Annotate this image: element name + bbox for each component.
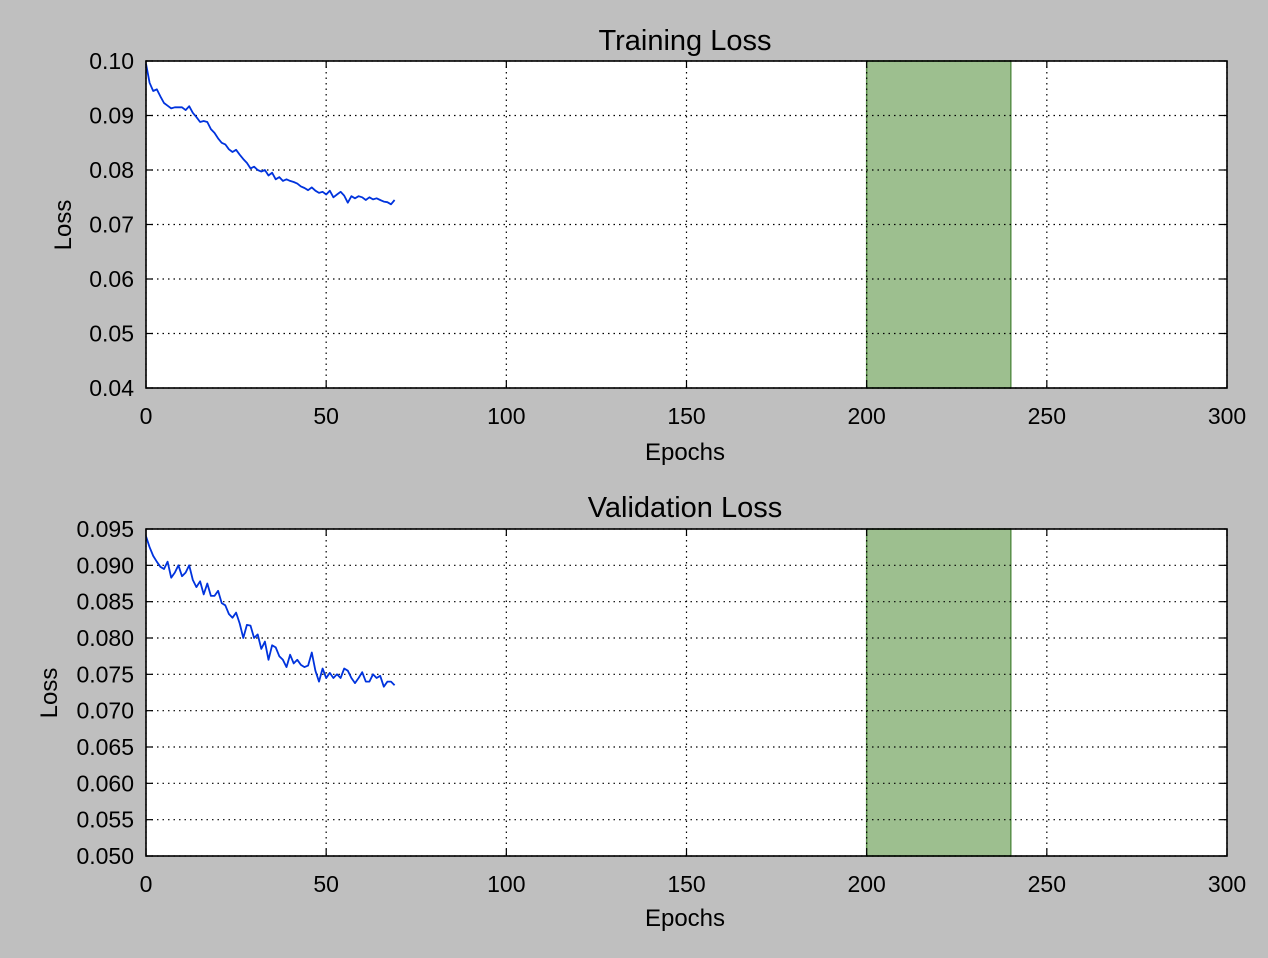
y-axis-label: Loss (50, 200, 77, 251)
y-tick-label: 0.06 (89, 266, 134, 292)
y-tick-label: 0.095 (76, 516, 134, 542)
x-tick-label: 250 (1028, 403, 1066, 429)
y-tick-label: 0.075 (76, 661, 134, 687)
x-tick-label: 100 (487, 871, 525, 897)
validation-loss-chart: Validation Loss Epochs Loss 0 50 100 150 200… (36, 492, 1246, 932)
x-tick-label: 0 (140, 403, 153, 429)
y-tick-label: 0.04 (89, 375, 134, 401)
y-tick-label: 0.08 (89, 157, 134, 183)
chart-title: Validation Loss (588, 492, 783, 524)
y-tick-label: 0.085 (76, 589, 134, 615)
y-tick-label: 0.090 (76, 552, 134, 578)
y-tick-label: 0.055 (76, 807, 134, 833)
y-tick-label: 0.07 (89, 212, 134, 238)
x-tick-label: 0 (140, 871, 153, 897)
shaded-region (865, 528, 1012, 857)
y-tick-label: 0.080 (76, 625, 134, 651)
x-axis-label: Epochs (645, 439, 725, 466)
plot-area (146, 529, 1227, 856)
x-tick-label: 300 (1208, 403, 1246, 429)
chart-title: Training Loss (598, 25, 771, 57)
y-tick-label: 0.10 (89, 48, 134, 74)
y-tick-label: 0.060 (76, 770, 134, 796)
loss-series-line (145, 536, 396, 688)
x-axis-label: Epochs (645, 905, 725, 932)
x-tick-label: 50 (313, 403, 339, 429)
x-tick-label: 300 (1208, 871, 1246, 897)
y-axis-label: Loss (36, 668, 63, 719)
x-tick-label: 150 (667, 871, 705, 897)
x-tick-label: 200 (847, 403, 885, 429)
y-tick-label: 0.050 (76, 843, 134, 869)
training-loss-chart: Training Loss Epochs Loss 0 50 100 150 200 25… (50, 25, 1246, 466)
x-tick-label: 150 (667, 403, 705, 429)
x-tick-label: 200 (847, 871, 885, 897)
y-tick-label: 0.070 (76, 698, 134, 724)
x-tick-label: 100 (487, 403, 525, 429)
y-tick-label: 0.05 (89, 321, 134, 347)
y-tick-label: 0.09 (89, 103, 134, 129)
x-tick-label: 250 (1028, 871, 1066, 897)
x-tick-label: 50 (313, 871, 339, 897)
y-tick-label: 0.065 (76, 734, 134, 760)
loss-series-line (145, 63, 396, 206)
